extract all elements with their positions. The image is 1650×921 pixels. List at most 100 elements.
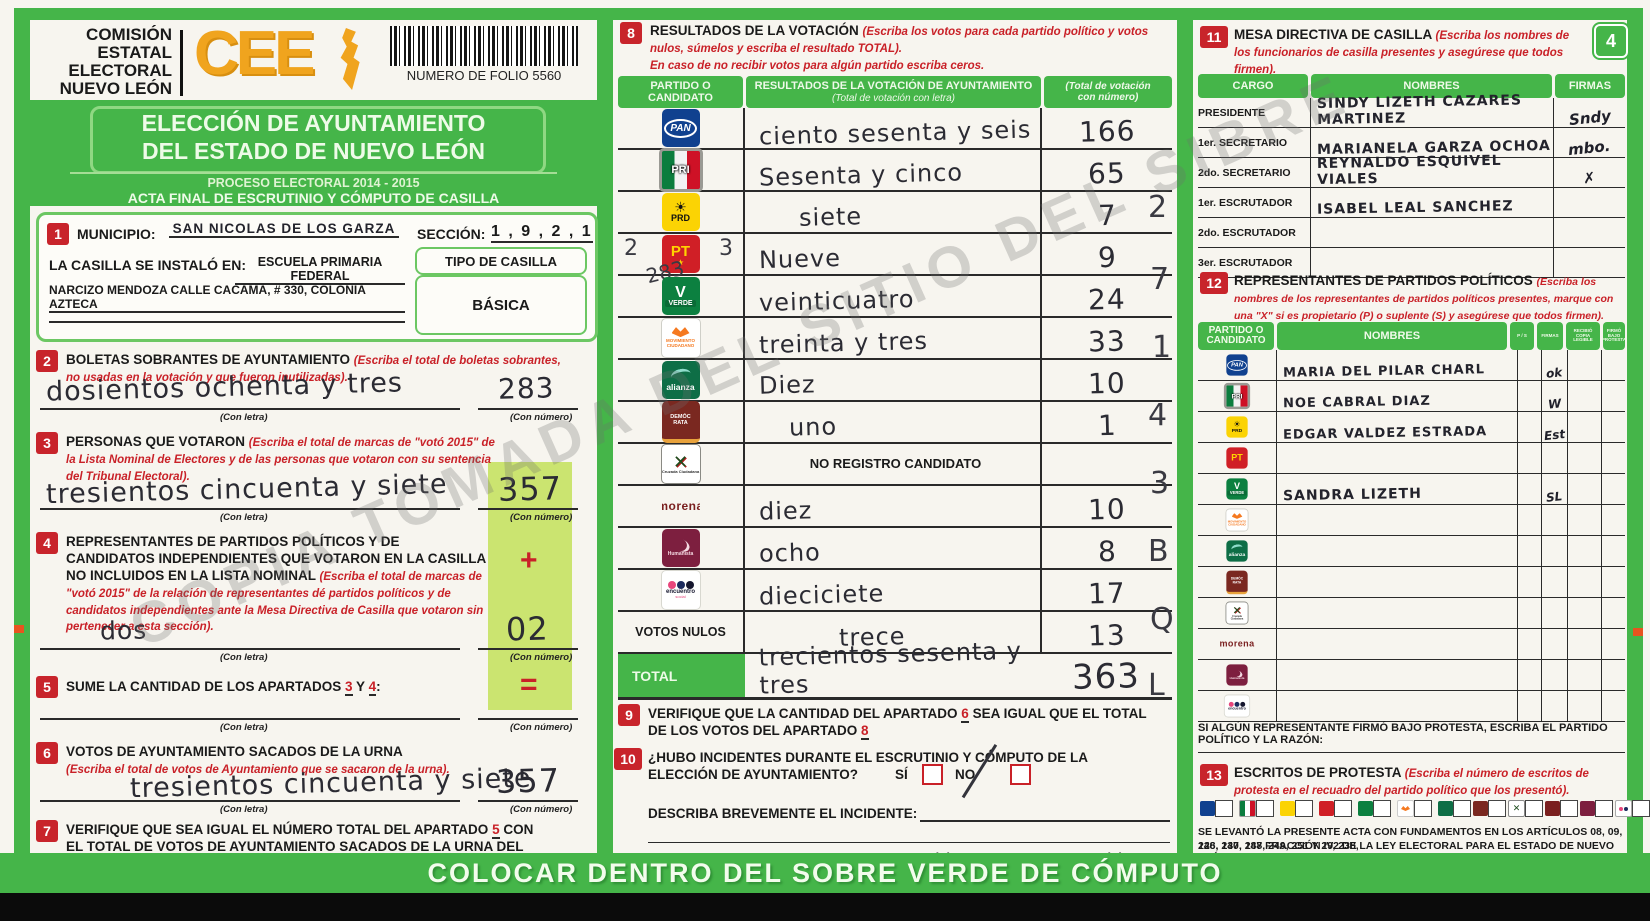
rep-firma: Est xyxy=(1543,426,1566,444)
section2-con-numero: (Con número) xyxy=(510,412,573,423)
nueva-alianza-logo-icon: alianza xyxy=(1226,540,1248,562)
section4-con-letra: (Con letra) xyxy=(220,652,268,663)
section3-number: 3 xyxy=(36,432,58,454)
mesa-row: 2do. SECRETARIO REYNALDO ESQUIVEL VIALES… xyxy=(1198,153,1625,188)
mc-protest-box xyxy=(1414,800,1432,817)
col-numero: (Total de votación con número) xyxy=(1044,76,1172,108)
section10-question-2: ELECCIÓN DE AYUNTAMIENTO? xyxy=(648,767,859,782)
people-dots-icon xyxy=(667,581,694,589)
org-line: ELECTORAL xyxy=(68,60,172,80)
section5-title: SUME LA CANTIDAD DE LOS APARTADOS 3 Y 4: xyxy=(66,679,381,696)
numero-value: 17 xyxy=(1087,576,1127,611)
prd-logo-icon: ☀ PRD xyxy=(661,193,700,231)
funcionario-firma: mbo. xyxy=(1567,136,1612,160)
letra-value: treinta y tres xyxy=(758,326,929,360)
cargo-label: 1er. ESCRUTADOR xyxy=(1198,196,1293,209)
numero-value: 13 xyxy=(1087,618,1127,653)
morena-protest-box xyxy=(1560,800,1578,817)
frame-divider-2 xyxy=(1177,8,1193,853)
pen-scribble: 3 xyxy=(719,236,733,261)
margin-scribble: 3 xyxy=(1150,466,1170,501)
pt-protest-box xyxy=(1334,800,1352,817)
table-row-votos-nulos: VOTOS NULOS trece 13 xyxy=(618,612,1172,654)
rep-col-partido-1: PARTIDO O xyxy=(1208,324,1264,336)
section12-title-text: REPRESENTANTES DE PARTIDOS POLÍTICOS xyxy=(1234,273,1533,288)
prd-logo-icon: ☀ PRD xyxy=(1226,416,1248,438)
cee-logo: CEE xyxy=(194,19,315,88)
section1-box: 1 MUNICIPIO: SAN NICOLAS DE LOS GARZA SE… xyxy=(36,212,598,342)
section2-numero-line xyxy=(478,408,578,410)
section2-instr: (Escriba el total de boletas sobrantes, … xyxy=(66,355,561,384)
mesa-row: 2do. ESCRUTADOR xyxy=(1198,218,1625,248)
section3-con-letra: (Con letra) xyxy=(220,512,268,523)
col-resultados-1: RESULTADOS DE LA VOTACIÓN DE AYUNTAMIENT… xyxy=(754,80,1033,93)
pt-logo-icon: PT xyxy=(1226,447,1248,469)
cruzada-x-glyph: ✕ xyxy=(1232,603,1242,617)
letra-value: diez xyxy=(758,496,813,526)
pan-label: PAN xyxy=(1227,359,1247,371)
rep-col-ps: P / S xyxy=(1510,322,1534,350)
address-blank-line xyxy=(49,319,405,323)
eagle-icon xyxy=(671,327,690,338)
col-partido-2: CANDIDATO xyxy=(648,92,713,104)
rep-row: alianza xyxy=(1198,536,1625,567)
mc-mini-icon xyxy=(1397,800,1414,817)
protest-note: SI ALGÚN REPRESENTANTE FIRMÓ BAJO PROTES… xyxy=(1198,722,1608,746)
highlight-band xyxy=(488,462,572,710)
pri-mini-icon xyxy=(1239,800,1256,817)
rep-row: PAN MARIA DEL PILAR CHARL ok xyxy=(1198,350,1625,381)
numero-value: 8 xyxy=(1097,534,1117,569)
cruzada-label: Cruzada Ciudadana xyxy=(1230,614,1244,621)
cruzada-ciudadana-logo-icon: ✕ Cruzada Ciudadana xyxy=(1225,601,1249,625)
eagle-icon xyxy=(1231,513,1243,519)
mesa-row: PRESIDENTE SINDY LIZETH CAZARES MARTINEZ… xyxy=(1198,92,1625,129)
table-row: ✕ Cruzada Ciudadana NO REGISTRO CANDIDATO xyxy=(618,444,1172,486)
funcionario-nombre: SINDY LIZETH CAZARES MARTINEZ xyxy=(1316,92,1523,129)
prd-label: PRD xyxy=(1231,428,1243,434)
pan-label: PAN xyxy=(664,118,697,138)
section4-con-numero: (Con número) xyxy=(510,652,573,663)
registration-mark-left xyxy=(14,625,24,633)
section9-t2: SEA IGUAL QUE EL TOTAL DE LOS VOTOS DEL … xyxy=(648,706,1147,738)
footer-band: COLOCAR DENTRO DEL SOBRE VERDE DE CÓMPUT… xyxy=(0,853,1650,893)
results-table-header: PARTIDO O CANDIDATO RESULTADOS DE LA VOTA… xyxy=(618,76,1172,108)
rep-col-firmas: FIRMAS xyxy=(1537,322,1563,350)
verde-label: VERDE xyxy=(665,299,696,307)
si-label: SÍ xyxy=(895,767,908,782)
pan-logo-icon: PAN xyxy=(661,109,700,147)
no-label: NO xyxy=(955,767,976,782)
rep-col-nombres: NOMBRES xyxy=(1277,322,1507,350)
nueva-alianza-logo-icon: alianza xyxy=(661,361,700,399)
rep-col-partido: PARTIDO O CANDIDATO xyxy=(1198,322,1274,350)
pt-label: PT xyxy=(670,242,691,260)
mc-label: MOVIMIENTO CIUDADANO xyxy=(1227,519,1247,527)
rep-row: Humanista xyxy=(1198,660,1625,691)
partido-democrata-logo-icon: DEMÓCRATA xyxy=(1226,570,1248,594)
numero-value: 10 xyxy=(1087,492,1127,527)
section6-title: VOTOS DE AYUNTAMIENTO SACADOS DE LA URNA… xyxy=(66,744,506,778)
section2-letra-line xyxy=(40,408,460,410)
section6-title-text: VOTOS DE AYUNTAMIENTO SACADOS DE LA URNA xyxy=(66,744,403,759)
rep-nombre: EDGAR VALDEZ ESTRADA xyxy=(1282,424,1488,443)
section6-numero-line xyxy=(478,800,578,802)
section9-r8: 8 xyxy=(861,722,869,740)
legal-text-1: SE LEVANTÓ LA PRESENTE ACTA CON FUNDAMEN… xyxy=(1198,826,1623,852)
margin-scribble: 1 xyxy=(1152,330,1172,365)
section5-ref3: 3 xyxy=(345,679,353,696)
section6-con-letra: (Con letra) xyxy=(220,804,268,815)
section3-title: PERSONAS QUE VOTARON (Escriba el total d… xyxy=(66,434,496,485)
section8-title-text: RESULTADOS DE LA VOTACIÓN xyxy=(650,23,859,38)
funcionario-firma: ✗ xyxy=(1582,168,1597,188)
results-table: PARTIDO O CANDIDATO RESULTADOS DE LA VOTA… xyxy=(618,76,1172,700)
letra-value: Sesenta y cinco xyxy=(758,158,964,192)
instalada-label: LA CASILLA SE INSTALÓ EN: xyxy=(49,257,247,273)
rep-row: V VERDE SANDRA LIZETH SL xyxy=(1198,474,1625,505)
people-dots-icon xyxy=(1228,701,1246,707)
verde-v-glyph: V xyxy=(1233,481,1241,492)
rep-nombre: NOE CABRAL DIAZ xyxy=(1282,393,1431,412)
alianza-mini-icon xyxy=(1438,801,1453,816)
mesa-row: 1er. ESCRUTADOR ISABEL LEAL SANCHEZ xyxy=(1198,188,1625,218)
verde-v-glyph: V xyxy=(675,283,686,301)
section3-con-numero: (Con número) xyxy=(510,512,573,523)
frame-left xyxy=(14,8,30,853)
